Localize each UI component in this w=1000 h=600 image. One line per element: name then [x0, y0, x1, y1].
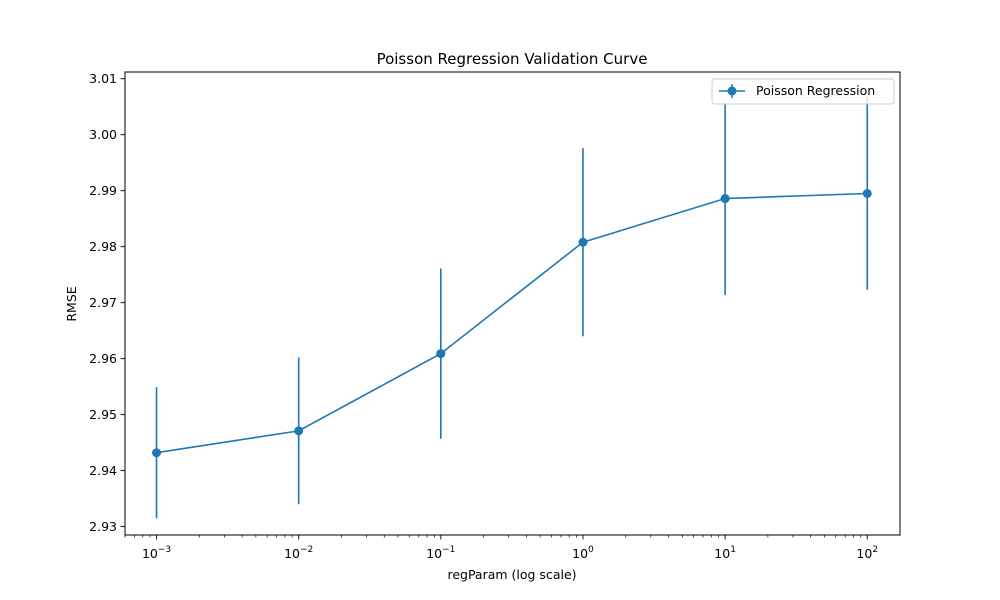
- y-tick-label: 3.00: [89, 127, 117, 142]
- x-tick-label: 10−1: [426, 545, 455, 561]
- data-point: [436, 349, 446, 359]
- y-tick-label: 2.95: [89, 407, 117, 422]
- y-tick-label: 2.94: [89, 463, 117, 478]
- y-tick-label: 2.93: [89, 519, 117, 534]
- legend-entry-label: Poisson Regression: [756, 83, 875, 98]
- x-tick-label: 102: [856, 545, 878, 561]
- plot-frame: [124, 71, 901, 536]
- x-tick-label: 101: [714, 545, 736, 561]
- series-line: [156, 192, 868, 454]
- y-tick-label: 2.96: [89, 351, 117, 366]
- x-tick-label: 100: [572, 545, 594, 561]
- y-tick-label: 3.01: [89, 71, 117, 86]
- x-tick-label: 10−3: [142, 545, 171, 561]
- chart-title: Poisson Regression Validation Curve: [377, 50, 648, 68]
- data-point: [862, 188, 872, 198]
- y-tick-label: 2.99: [89, 183, 117, 198]
- y-tick-label: 2.98: [89, 239, 117, 254]
- x-axis-label: regParam (log scale): [447, 567, 576, 582]
- legend: Poisson Regression: [711, 78, 895, 105]
- x-tick-label: 10−2: [284, 545, 313, 561]
- y-axis-ticks: 2.93 2.94 2.95 2.96 2.97 2.98 2.99 3.00 3.01: [89, 71, 125, 534]
- data-point: [294, 426, 304, 436]
- y-tick-label: 2.97: [89, 295, 117, 310]
- y-axis-label: RMSE: [64, 286, 79, 321]
- legend-marker-icon: [719, 84, 745, 98]
- legend-box: [711, 78, 895, 105]
- data-point: [152, 448, 162, 458]
- data-point: [578, 237, 588, 247]
- series-layer: [152, 97, 872, 519]
- x-axis-ticks: 10−3 10−2 10−1 100 101 102: [124, 535, 878, 561]
- data-point: [720, 194, 730, 204]
